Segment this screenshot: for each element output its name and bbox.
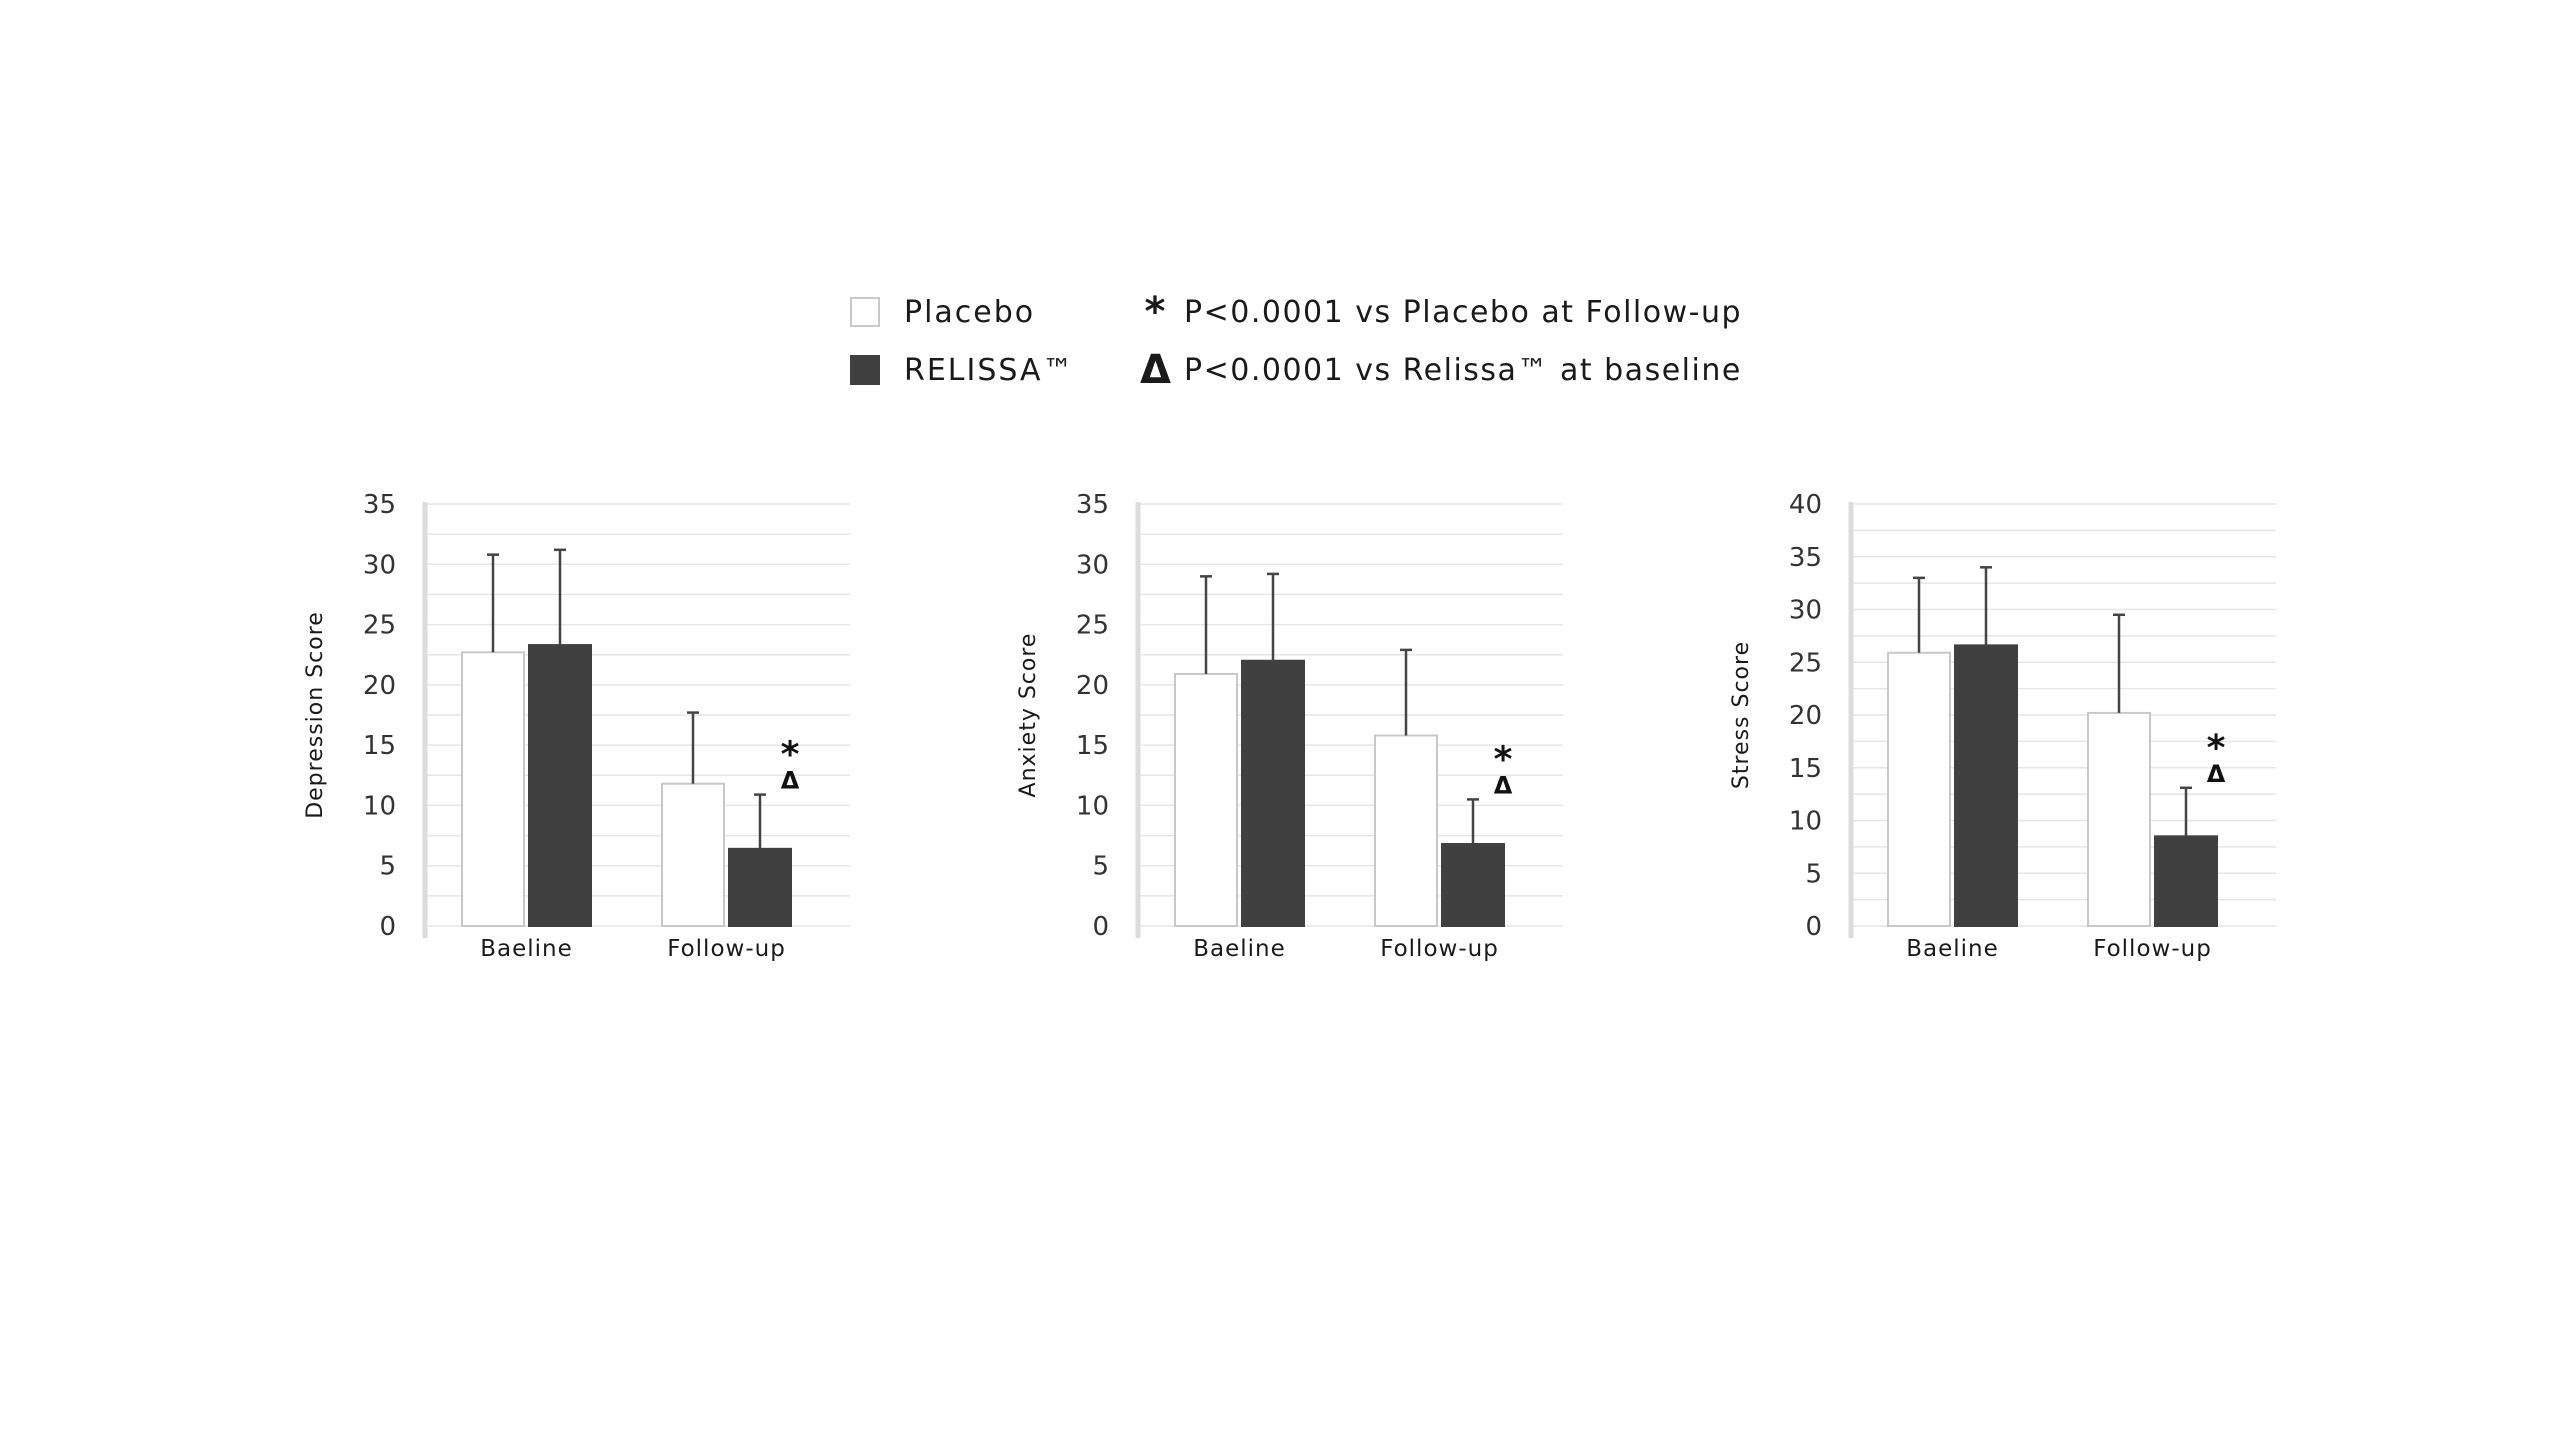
placebo-bar-follow-up (1374, 734, 1438, 927)
legend-note-asterisk: * P<0.0001 vs Placebo at Follow-up (1140, 292, 1742, 332)
y-tick-label: 10 (1789, 807, 1822, 837)
placebo-bar-baseline (1887, 651, 1951, 927)
x-category-label: Follow-up (667, 936, 786, 962)
y-tick-label: 35 (363, 490, 396, 520)
y-axis-label: Depression Score (303, 611, 328, 819)
y-tick-label: 5 (379, 852, 396, 882)
y-tick-label: 30 (1789, 596, 1822, 626)
placebo-bar-follow-up (661, 782, 725, 927)
placebo-swatch (850, 297, 880, 327)
relissa-bar-follow-up (1441, 843, 1505, 927)
y-tick-label: 15 (1076, 731, 1109, 761)
depression-score-chart: 0 5 10 15 20 25 30 35 Depression Score Baeline Fol… (303, 490, 850, 962)
significance-asterisk: * (1494, 739, 1513, 780)
y-tick-label: 0 (1805, 912, 1822, 942)
y-tick-label: 25 (1076, 611, 1109, 641)
relissa-swatch (850, 355, 880, 385)
y-tick-label: 30 (363, 550, 396, 580)
y-tick-label: 20 (1076, 671, 1109, 701)
y-tick-label: 10 (363, 791, 396, 821)
y-tick-label: 30 (1076, 550, 1109, 580)
x-category-label: Baeline (1906, 936, 1999, 962)
y-tick-label: 15 (363, 731, 396, 761)
placebo-bar-baseline (461, 651, 525, 927)
significance-delta: Δ (1494, 771, 1513, 799)
y-tick-label: 40 (1789, 490, 1822, 520)
significance-delta: Δ (781, 767, 800, 795)
relissa-bar-baseline (528, 644, 592, 927)
y-tick-label: 25 (363, 611, 396, 641)
y-tick-label: 25 (1789, 648, 1822, 678)
y-tick-label: 20 (363, 671, 396, 701)
y-tick-label: 35 (1076, 490, 1109, 520)
note-asterisk-text: P<0.0001 vs Placebo at Follow-up (1184, 294, 1743, 330)
y-tick-label: 20 (1789, 701, 1822, 731)
placebo-bar-baseline (1174, 673, 1238, 927)
anxiety-score-chart: 0 5 10 15 20 25 30 35 Anxiety Score Baeline Follow… (1016, 490, 1563, 962)
note-delta-text: P<0.0001 vs Relissa™ at baseline (1184, 352, 1742, 388)
asterisk-symbol: * (1144, 289, 1166, 335)
legend-note-delta: Δ P<0.0001 vs Relissa™ at baseline (1140, 350, 1742, 390)
placebo-bar-follow-up (2087, 711, 2151, 927)
legend-item-placebo: Placebo (850, 292, 1035, 332)
x-category-label: Baeline (480, 936, 573, 962)
relissa-bar-follow-up (2154, 835, 2218, 928)
y-tick-label: 5 (1092, 852, 1109, 882)
delta-symbol: Δ (1140, 347, 1171, 393)
x-category-label: Follow-up (2093, 936, 2212, 962)
y-tick-label: 0 (1092, 912, 1109, 942)
chart-legend: Placebo RELISSA™ * P<0.0001 vs Placebo a… (850, 292, 1750, 402)
relissa-bar-baseline (1241, 659, 1305, 927)
significance-delta: Δ (2207, 760, 2226, 788)
relissa-bar-baseline (1954, 644, 2018, 927)
y-axis-label: Anxiety Score (1016, 633, 1041, 798)
legend-label-placebo: Placebo (904, 294, 1036, 330)
y-tick-label: 5 (1805, 859, 1822, 889)
stress-score-chart: 0 5 10 15 20 25 30 35 40 Stress Score Baeline Follo… (1729, 490, 2276, 962)
relissa-bar-follow-up (728, 847, 792, 927)
y-tick-label: 15 (1789, 754, 1822, 784)
y-tick-label: 35 (1789, 543, 1822, 573)
significance-asterisk: * (2207, 728, 2226, 769)
y-tick-label: 0 (379, 912, 396, 942)
x-category-label: Follow-up (1380, 936, 1499, 962)
y-tick-label: 10 (1076, 791, 1109, 821)
significance-asterisk: * (781, 735, 800, 776)
x-category-label: Baeline (1193, 936, 1286, 962)
y-axis-label: Stress Score (1729, 641, 1754, 789)
legend-label-relissa: RELISSA™ (904, 352, 1075, 388)
legend-item-relissa: RELISSA™ (850, 350, 1075, 390)
